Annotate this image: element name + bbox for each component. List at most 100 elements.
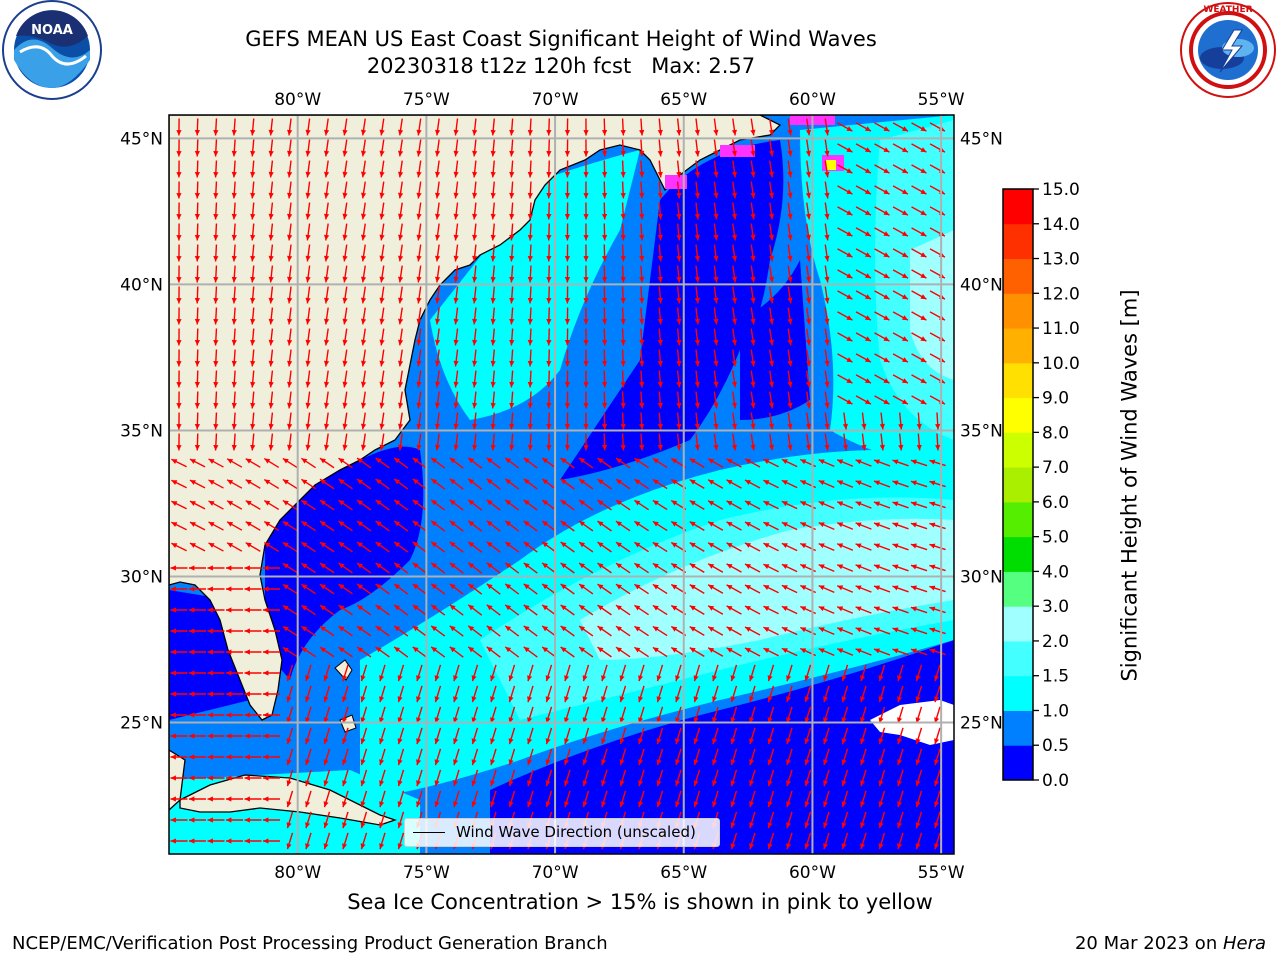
wave-arrowhead [231,339,237,346]
wave-arrowhead [379,171,385,178]
wave-arrowhead [841,801,847,808]
wave-arrowhead [708,458,715,464]
legend-label: Wind Wave Direction (unscaled) [456,823,696,841]
wave-arrowhead [472,423,478,430]
wave-arrowhead [213,192,219,199]
colorbar-swatch [1003,223,1033,260]
wave-arrowhead [726,479,733,485]
wave-arrowhead [305,255,311,262]
wave-arrowhead [564,382,571,388]
wave-arrowhead [824,234,830,241]
wave-arrowhead [268,297,274,304]
wave-arrowhead [170,670,176,676]
wave-arrowhead [412,541,419,548]
wave-arrowhead [245,521,252,527]
wave-arrowhead [786,801,792,808]
wave-arrowhead [620,381,626,388]
wave-arrowhead [675,738,681,745]
wave-arrowhead [910,564,917,570]
wave-arrowhead [731,150,738,157]
wave-arrowhead [639,381,645,388]
wave-arrowhead [901,231,908,237]
wave-arrowhead [360,339,367,346]
wave-arrowhead [453,738,459,745]
wave-arrowhead [416,444,422,451]
wave-arrowhead [305,696,311,703]
wave-arrowhead [824,171,830,178]
wave-arrowhead [338,500,345,506]
wave-arrowhead [597,563,604,569]
wave-arrowhead [657,129,663,136]
wave-arrowhead [583,214,589,220]
wave-arrowhead [226,649,232,655]
wave-arrowhead [268,213,274,220]
wave-arrowhead [805,171,812,178]
wave-arrowhead [855,564,862,570]
wave-arrowhead [394,520,401,527]
wave-arrowhead [434,738,440,745]
wave-arrowhead [864,231,871,237]
wave-arrowhead [542,646,549,653]
wave-arrowhead [213,255,219,262]
wave-arrowhead [468,520,475,527]
map-frame [168,114,955,855]
wave-arrowhead [189,480,196,485]
colorbar-tick-label: 12.0 [1042,284,1080,304]
wave-arrowhead [601,424,608,430]
wave-arrowhead [767,801,773,808]
wave-arrowhead [176,193,182,199]
wave-arrowhead [394,625,401,632]
wave-arrowhead [375,605,382,611]
wave-arrowhead [883,147,890,153]
wave-arrowhead [360,297,367,304]
wave-arrowhead [652,458,659,464]
wave-arrowhead [244,649,250,655]
wave-arrowhead [892,480,899,486]
wave-arrowhead [509,297,515,304]
wave-arrowhead [194,277,201,283]
wave-arrowhead [657,171,663,178]
wave-arrowhead [689,500,696,506]
wave-arrowhead [357,500,363,506]
wave-arrowhead [901,336,908,342]
wave-arrowhead [527,675,533,682]
wave-arrowhead [601,319,608,325]
wave-arrowhead [171,543,178,548]
wave-arrowhead [864,399,871,405]
wave-arrowhead [892,564,899,570]
wave-arrowhead [579,605,585,611]
wave-arrowhead [915,696,921,703]
wave-arrowhead [693,759,699,766]
wave-arrowhead [750,318,756,325]
wave-arrowhead [189,522,196,527]
wave-arrowhead [319,626,326,632]
wave-arrowhead [800,585,807,591]
wave-arrowhead [207,733,213,739]
wave-arrowhead [244,628,250,634]
wave-arrowhead [731,423,738,430]
wave-arrowhead [676,318,682,325]
wave-arrowhead [189,838,195,844]
wave-arrowhead [846,252,853,258]
wave-arrowhead [490,675,496,682]
wave-arrowhead [207,712,213,718]
colorbar-tick-label: 7.0 [1042,458,1069,478]
wave-arrowhead [934,738,940,745]
wave-arrowhead [490,360,496,367]
wave-arrowhead [189,628,195,634]
wave-arrowhead [763,543,770,548]
wave-arrowhead [639,360,645,367]
wave-arrowhead [379,759,385,766]
wave-arrowhead [194,235,201,241]
wave-arrowhead [657,276,663,283]
wave-arrowhead [787,360,793,367]
wave-arrowhead [564,403,571,409]
wave-arrowhead [286,801,292,808]
wave-arrowhead [286,822,292,829]
wave-arrowhead [837,522,844,528]
wave-arrowhead [675,780,681,787]
wave-arrowhead [268,129,274,136]
wave-arrowhead [837,459,844,465]
wave-arrowhead [250,276,256,283]
wave-arrowhead [860,801,866,808]
